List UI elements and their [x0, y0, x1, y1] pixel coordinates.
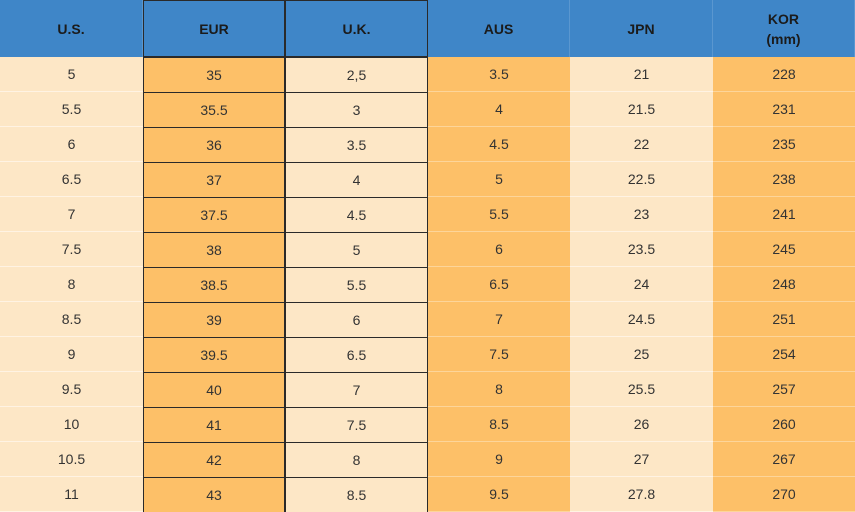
- table-cell: 3.5: [285, 127, 428, 163]
- table-cell: 22: [570, 127, 713, 162]
- table-cell: 3: [285, 92, 428, 128]
- table-cell: 26: [570, 407, 713, 442]
- table-cell: 37.5: [143, 197, 285, 233]
- table-cell: 6: [285, 302, 428, 338]
- table-cell: 6.5: [428, 267, 570, 302]
- table-cell: 5: [0, 57, 143, 92]
- column-header: U.S.: [0, 0, 143, 57]
- table-cell: 8.5: [0, 302, 143, 337]
- table-cell: 21: [570, 57, 713, 92]
- table-cell: 8: [285, 442, 428, 478]
- table-cell: 11: [0, 477, 143, 512]
- table-cell: 5.5: [428, 197, 570, 232]
- table-cell: 43: [143, 477, 285, 512]
- table-cell: 8: [428, 372, 570, 407]
- table-cell: 6: [0, 127, 143, 162]
- table-cell: 10.5: [0, 442, 143, 477]
- table-cell: 35.5: [143, 92, 285, 128]
- table-cell: 7.5: [0, 232, 143, 267]
- table-cell: 27: [570, 442, 713, 477]
- table-cell: 228: [713, 57, 855, 92]
- table-cell: 267: [713, 442, 855, 477]
- table-cell: 4: [428, 92, 570, 127]
- table-cell: 8: [0, 267, 143, 302]
- table-cell: 24: [570, 267, 713, 302]
- column-header: KOR (mm): [713, 0, 855, 57]
- table-cell: 38: [143, 232, 285, 268]
- table-cell: 4.5: [285, 197, 428, 233]
- table-cell: 37: [143, 162, 285, 198]
- table-cell: 35: [143, 57, 285, 93]
- table-cell: 241: [713, 197, 855, 232]
- table-cell: 42: [143, 442, 285, 478]
- table-cell: 8.5: [285, 477, 428, 512]
- table-cell: 7: [428, 302, 570, 337]
- table-cell: 23.5: [570, 232, 713, 267]
- column-header: JPN: [570, 0, 713, 57]
- table-cell: 4.5: [428, 127, 570, 162]
- table-cell: 25: [570, 337, 713, 372]
- table-cell: 6: [428, 232, 570, 267]
- table-cell: 23: [570, 197, 713, 232]
- table-cell: 39.5: [143, 337, 285, 373]
- table-cell: 8.5: [428, 407, 570, 442]
- table-cell: 231: [713, 92, 855, 127]
- table-cell: 21.5: [570, 92, 713, 127]
- table-cell: 41: [143, 407, 285, 443]
- table-cell: 38.5: [143, 267, 285, 303]
- table-cell: 5.5: [0, 92, 143, 127]
- table-cell: 22.5: [570, 162, 713, 197]
- table-cell: 270: [713, 477, 855, 512]
- column-header: AUS: [428, 0, 570, 57]
- column-header: U.K.: [285, 0, 428, 57]
- table-cell: 7.5: [428, 337, 570, 372]
- table-cell: 25.5: [570, 372, 713, 407]
- column-header: EUR: [143, 0, 285, 57]
- table-cell: 5.5: [285, 267, 428, 303]
- table-cell: 254: [713, 337, 855, 372]
- table-cell: 257: [713, 372, 855, 407]
- table-cell: 238: [713, 162, 855, 197]
- table-cell: 7.5: [285, 407, 428, 443]
- table-cell: 36: [143, 127, 285, 163]
- table-cell: 24.5: [570, 302, 713, 337]
- table-cell: 39: [143, 302, 285, 338]
- table-cell: 235: [713, 127, 855, 162]
- table-cell: 3.5: [428, 57, 570, 92]
- table-cell: 251: [713, 302, 855, 337]
- table-cell: 9: [0, 337, 143, 372]
- table-cell: 9.5: [428, 477, 570, 512]
- table-cell: 27.8: [570, 477, 713, 512]
- table-cell: 260: [713, 407, 855, 442]
- table-cell: 248: [713, 267, 855, 302]
- table-cell: 6.5: [0, 162, 143, 197]
- table-cell: 9.5: [0, 372, 143, 407]
- table-cell: 7: [285, 372, 428, 408]
- table-cell: 4: [285, 162, 428, 198]
- table-cell: 10: [0, 407, 143, 442]
- table-cell: 7: [0, 197, 143, 232]
- table-cell: 245: [713, 232, 855, 267]
- table-cell: 9: [428, 442, 570, 477]
- table-cell: 40: [143, 372, 285, 408]
- table-cell: 6.5: [285, 337, 428, 373]
- table-cell: 5: [428, 162, 570, 197]
- table-cell: 5: [285, 232, 428, 268]
- table-cell: 2,5: [285, 57, 428, 93]
